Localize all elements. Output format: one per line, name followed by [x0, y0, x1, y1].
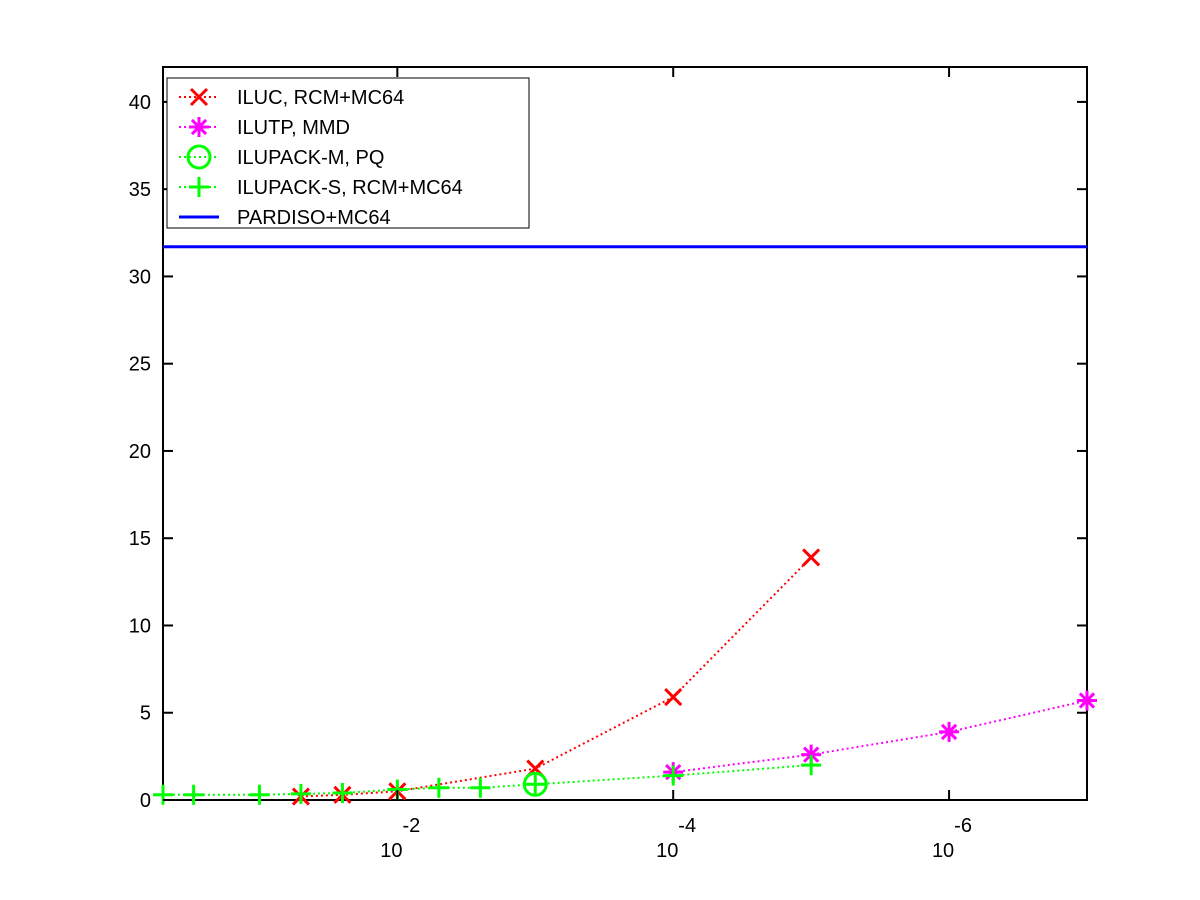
legend-item: ILUC, RCM+MC64: [179, 87, 404, 109]
x-tick-label-base: 10: [932, 840, 954, 862]
x-tick-label-exponent: -6: [954, 815, 972, 837]
data-point: [525, 774, 546, 795]
x-tick-label-base: 10: [656, 840, 678, 862]
legend-marker: [186, 144, 212, 170]
x-tick-label: 10-4: [656, 815, 696, 862]
y-tick-label: 25: [129, 354, 151, 376]
legend-label: ILUTP, MMD: [237, 117, 350, 139]
legend-marker: [189, 87, 209, 107]
data-point: [939, 721, 960, 742]
data-point: [664, 687, 683, 707]
legend-label: ILUC, RCM+MC64: [237, 87, 404, 109]
legend-item: PARDISO+MC64: [179, 207, 391, 229]
data-point: [470, 777, 491, 798]
legend-label: ILUPACK-S, RCM+MC64: [237, 177, 463, 199]
x-axis: 10-210-410-6: [380, 67, 972, 862]
y-tick-label: 40: [129, 92, 151, 114]
legend-marker: [189, 177, 209, 197]
data-point: [153, 784, 173, 805]
y-tick-label: 0: [140, 790, 151, 812]
series-4: [153, 755, 822, 805]
x-tick-label: 10-6: [932, 815, 972, 862]
legend-item: ILUPACK-S, RCM+MC64: [179, 177, 463, 199]
legend-marker: [189, 117, 209, 137]
x-tick-label: 10-2: [380, 815, 420, 862]
y-tick-label: 35: [129, 179, 151, 201]
x-tick-label-exponent: -4: [678, 815, 696, 837]
x-tick-label-base: 10: [380, 840, 402, 862]
data-point: [183, 784, 204, 805]
series-line: [300, 556, 812, 798]
data-point: [290, 783, 311, 804]
y-tick-label: 10: [129, 615, 151, 637]
legend-label: ILUPACK-M, PQ: [237, 147, 384, 169]
legend: ILUC, RCM+MC64 ILUTP, MMD ILUPACK-M, PQ ILU…: [166, 77, 530, 229]
y-tick-label: 20: [129, 441, 151, 463]
y-tick-label: 5: [140, 703, 151, 725]
legend-label: PARDISO+MC64: [237, 207, 391, 229]
data-point: [663, 765, 684, 786]
legend-item: ILUPACK-M, PQ: [179, 144, 384, 170]
data-point: [249, 784, 270, 805]
legend-box: [166, 77, 530, 229]
data-point: [332, 783, 353, 804]
y-tick-label: 30: [129, 266, 151, 288]
x-tick-label-exponent: -2: [402, 815, 420, 837]
data-point: [1077, 690, 1097, 711]
data-point: [801, 755, 822, 776]
data-point: [428, 777, 449, 798]
y-tick-label: 15: [129, 528, 151, 550]
legend-item: ILUTP, MMD: [179, 117, 350, 139]
data-point: [802, 548, 821, 567]
